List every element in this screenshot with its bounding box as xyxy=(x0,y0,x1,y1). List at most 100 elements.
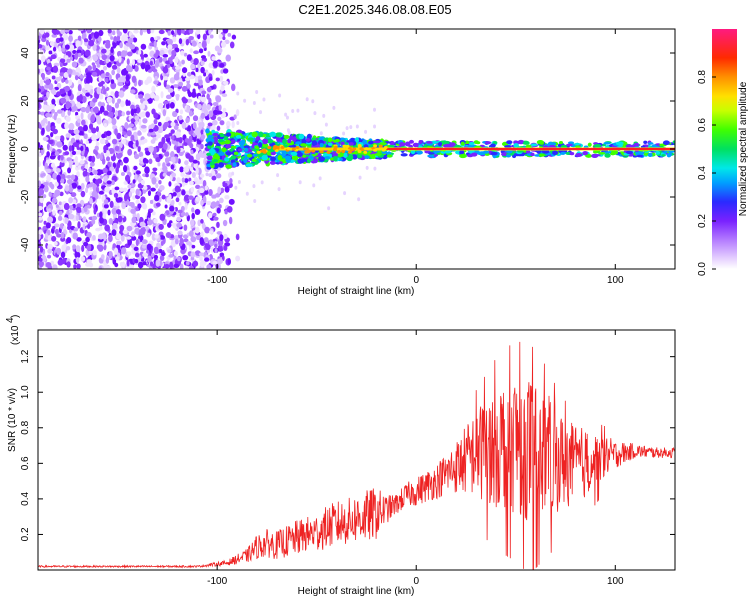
heat-cell xyxy=(245,191,249,196)
heat-cell xyxy=(38,233,41,240)
heat-cell xyxy=(170,129,175,134)
heat-cell xyxy=(159,213,166,221)
heat-cell xyxy=(231,34,237,40)
heat-cell xyxy=(120,161,124,166)
band-cell xyxy=(312,158,319,164)
heat-cell xyxy=(101,157,106,165)
heat-cell xyxy=(107,209,111,216)
heat-cell xyxy=(171,156,176,164)
heat-cell xyxy=(200,112,206,119)
band-cell xyxy=(318,156,325,162)
heat-cell xyxy=(47,243,53,250)
band-cell xyxy=(343,152,348,159)
heat-cell xyxy=(177,209,183,214)
heat-cell xyxy=(162,172,167,177)
heat-cell xyxy=(164,204,168,209)
heat-cell xyxy=(98,29,104,37)
snr-multiplier-base: (x10 xyxy=(10,325,21,345)
heat-cell xyxy=(82,170,88,177)
line-cell xyxy=(482,150,490,154)
heat-cell xyxy=(212,109,219,116)
line-cell xyxy=(388,144,395,148)
heat-cell xyxy=(276,173,280,178)
heat-cell xyxy=(67,167,72,174)
heat-cell xyxy=(322,113,326,118)
line-cell xyxy=(585,154,593,158)
heat-cell xyxy=(44,161,48,170)
heat-cell xyxy=(137,175,142,183)
heat-cell xyxy=(132,37,138,43)
heat-cell xyxy=(117,31,122,37)
heat-cell xyxy=(135,139,139,147)
line-cell xyxy=(615,141,624,146)
heat-cell xyxy=(198,48,204,54)
heat-cell xyxy=(50,108,55,114)
heat-cell xyxy=(153,40,157,48)
heat-cell xyxy=(259,110,263,115)
heat-cell xyxy=(154,75,158,82)
heat-cell xyxy=(121,111,126,117)
heat-cell xyxy=(38,142,41,149)
heat-cell xyxy=(212,212,217,217)
band-cell xyxy=(334,138,340,143)
x-tick-label: 0 xyxy=(413,275,419,286)
heat-cell xyxy=(110,36,114,40)
heat-cell xyxy=(42,181,49,186)
heat-cell xyxy=(54,228,59,235)
heat-cell xyxy=(231,83,236,92)
heat-cell xyxy=(101,133,106,139)
heat-cell xyxy=(208,189,213,196)
snr-multiplier-close: ) xyxy=(10,315,21,318)
heat-cell xyxy=(198,252,204,257)
heat-cell xyxy=(68,197,74,204)
line-cell xyxy=(490,151,498,156)
band-cell xyxy=(233,151,239,156)
heat-cell xyxy=(77,149,81,155)
heat-cell xyxy=(142,29,147,33)
heat-cell xyxy=(59,223,64,230)
heat-cell xyxy=(52,46,57,52)
heat-cell xyxy=(103,203,109,209)
line-cell xyxy=(377,150,382,154)
heat-cell xyxy=(116,67,121,74)
heat-cell xyxy=(343,191,347,196)
heat-cell xyxy=(39,79,44,87)
heat-cell xyxy=(56,91,62,97)
heat-cell xyxy=(184,77,191,82)
band-cell xyxy=(208,148,216,154)
heat-cell xyxy=(104,224,111,232)
heat-cell xyxy=(102,65,108,71)
heat-cell xyxy=(224,209,228,215)
heat-cell xyxy=(91,62,96,66)
heat-cell xyxy=(114,145,120,152)
heat-cell xyxy=(223,233,228,240)
heat-cell xyxy=(98,265,103,269)
heat-cell xyxy=(158,223,164,230)
heat-cell xyxy=(43,101,48,106)
heat-cell xyxy=(119,126,123,132)
heat-cell xyxy=(38,188,45,196)
heat-cell xyxy=(127,37,134,44)
line-cell xyxy=(373,140,381,144)
heat-cell xyxy=(199,187,205,194)
heat-cell xyxy=(110,46,114,54)
heat-cell xyxy=(103,149,107,154)
y-tick-label: 20 xyxy=(20,95,31,107)
heat-cell xyxy=(51,75,56,80)
line-cell xyxy=(575,145,581,148)
band-cell xyxy=(356,153,363,159)
heat-cell xyxy=(69,44,75,51)
heat-cell xyxy=(81,119,86,126)
heat-cell xyxy=(162,100,169,105)
heat-cell xyxy=(119,224,125,232)
heat-cell xyxy=(77,126,84,132)
heat-cell xyxy=(123,156,129,164)
heat-cell xyxy=(66,178,73,185)
heat-cell xyxy=(130,134,135,142)
heat-cell xyxy=(123,180,129,185)
heat-cell xyxy=(47,254,52,259)
heat-cell xyxy=(92,54,99,62)
heat-cell xyxy=(252,101,256,106)
band-cell xyxy=(284,155,292,161)
heat-cell xyxy=(111,229,117,237)
